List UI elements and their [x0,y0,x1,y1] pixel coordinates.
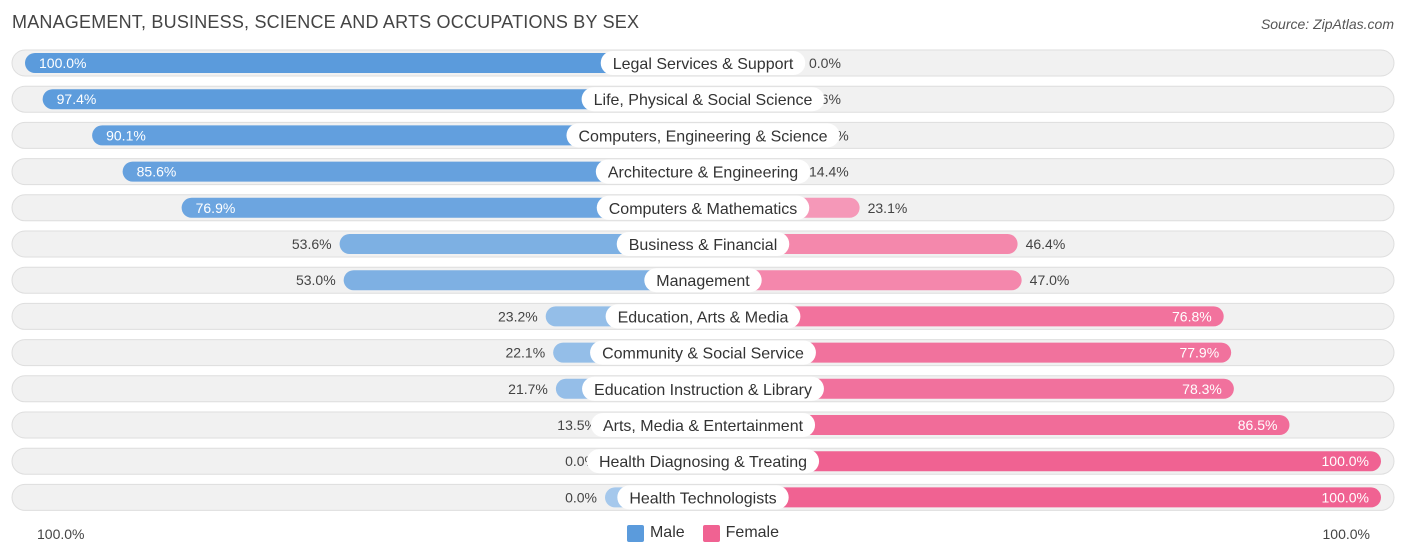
category-label: Education Instruction & Library [594,382,812,399]
category-label: Computers, Engineering & Science [578,128,827,145]
bar-male [181,197,704,218]
bar-female [703,451,1381,472]
category-label: Health Technologists [629,490,776,507]
row-0: 100.0% 0.0% Legal Services & Support [11,49,1395,77]
category-pill [616,232,790,256]
category-label: Health Diagnosing & Treating [599,454,807,471]
legend-item-female: Female [702,524,780,542]
value-label-female: 77.9% [1179,345,1219,361]
value-label-female: 14.4% [809,164,849,180]
axis-right-label: 100.0% [1322,526,1370,542]
legend-label-female: Female [725,524,780,541]
bar-male [92,125,703,146]
value-label-female: 100.0% [1322,489,1369,505]
value-label-male: 23.2% [498,308,538,324]
category-pill [600,51,806,75]
legend-item-male: Male [626,524,685,542]
category-pill [605,304,801,329]
bar-male [339,234,703,254]
row-4: 76.9% 23.1% Computers & Mathematics [11,194,1395,222]
bar-male [122,161,703,182]
value-label-female: 100.0% [1322,453,1369,469]
value-label-male: 53.0% [296,272,336,288]
category-label: Management [656,273,750,290]
row-7: 23.2% 76.8% Education, Arts & Media [11,302,1395,330]
category-label: Business & Financial [629,237,778,254]
value-label-male: 53.6% [292,236,332,252]
legend-label-male: Male [649,524,685,541]
category-pill [595,159,811,184]
legend: Male Female [0,524,1406,542]
row-10: 13.5% 86.5% Arts, Media & Entertainment [11,411,1395,439]
value-label-female: 0.0% [809,55,841,71]
value-label-female: 46.4% [1026,236,1066,252]
bar-female [703,270,1022,291]
value-label-male: 76.9% [196,200,236,216]
category-pill [582,376,824,401]
source-note: Source: ZipAtlas.com [1260,16,1394,32]
value-label-female: 78.3% [1182,381,1222,397]
category-label: Arts, Media & Entertainment [603,418,804,435]
value-label-male: 21.7% [508,381,548,397]
category-pill [590,413,816,437]
bar-male [42,89,704,110]
value-label-male: 90.1% [106,127,146,143]
row-1: 97.4% 2.6%Life, Physical & Social Science [11,85,1395,113]
value-label-female: 23.1% [868,200,908,216]
category-label: Legal Services & Support [613,56,794,73]
value-label-female: 76.8% [1172,308,1212,324]
axis-left-label: 100.0% [37,526,85,542]
row-3: 85.6% 14.4% Architecture & Engineering [11,158,1395,186]
category-pill [596,195,810,220]
value-label-female: 86.5% [1238,417,1278,433]
row-9: 21.7% 78.3% Education Instruction & Librar… [11,375,1395,403]
category-label: Architecture & Engineering [608,165,798,182]
category-pill [581,87,825,112]
bar-male [343,270,703,291]
bar-male [25,53,703,73]
bar-female [703,487,1381,508]
legend-swatch-female [702,524,720,542]
value-label-male: 100.0% [39,55,86,71]
category-label: Computers & Mathematics [609,201,798,218]
value-label-male: 0.0% [565,489,597,505]
value-label-male: 85.6% [137,164,177,180]
bar-female [703,378,1234,399]
row-6: 53.0% 47.0% Management [11,266,1395,294]
legend-swatch-male [626,524,644,542]
row-11: 0.0% 100.0%Health Diagnosing & Treating [11,447,1395,475]
category-label: Community & Social Service [602,346,804,363]
chart-title: MANAGEMENT, BUSINESS, SCIENCE AND ARTS O… [12,12,640,32]
value-label-male: 97.4% [57,91,97,107]
value-label-male: 13.5% [557,417,597,433]
category-label: Life, Physical & Social Science [594,92,813,109]
row-8: 22.1% 77.9% Community & Social Service [11,339,1395,367]
row-2: 90.1%10.0%Computers, Engineering & Scien… [11,121,1395,149]
value-label-male: 22.1% [505,345,545,361]
row-12: 0.0% 100.0% Health Technologists [11,483,1395,511]
category-pill [586,449,820,474]
category-pill [566,123,840,148]
bar-female [703,306,1224,327]
bar-female [703,342,1232,363]
category-pill [590,340,816,365]
category-pill [617,485,789,510]
value-label-female: 47.0% [1030,272,1070,288]
category-pill [644,268,762,293]
category-label: Education, Arts & Media [618,309,789,326]
row-5: 53.6% 46.4% Business & Financial [11,230,1395,258]
bar-female [703,415,1290,435]
